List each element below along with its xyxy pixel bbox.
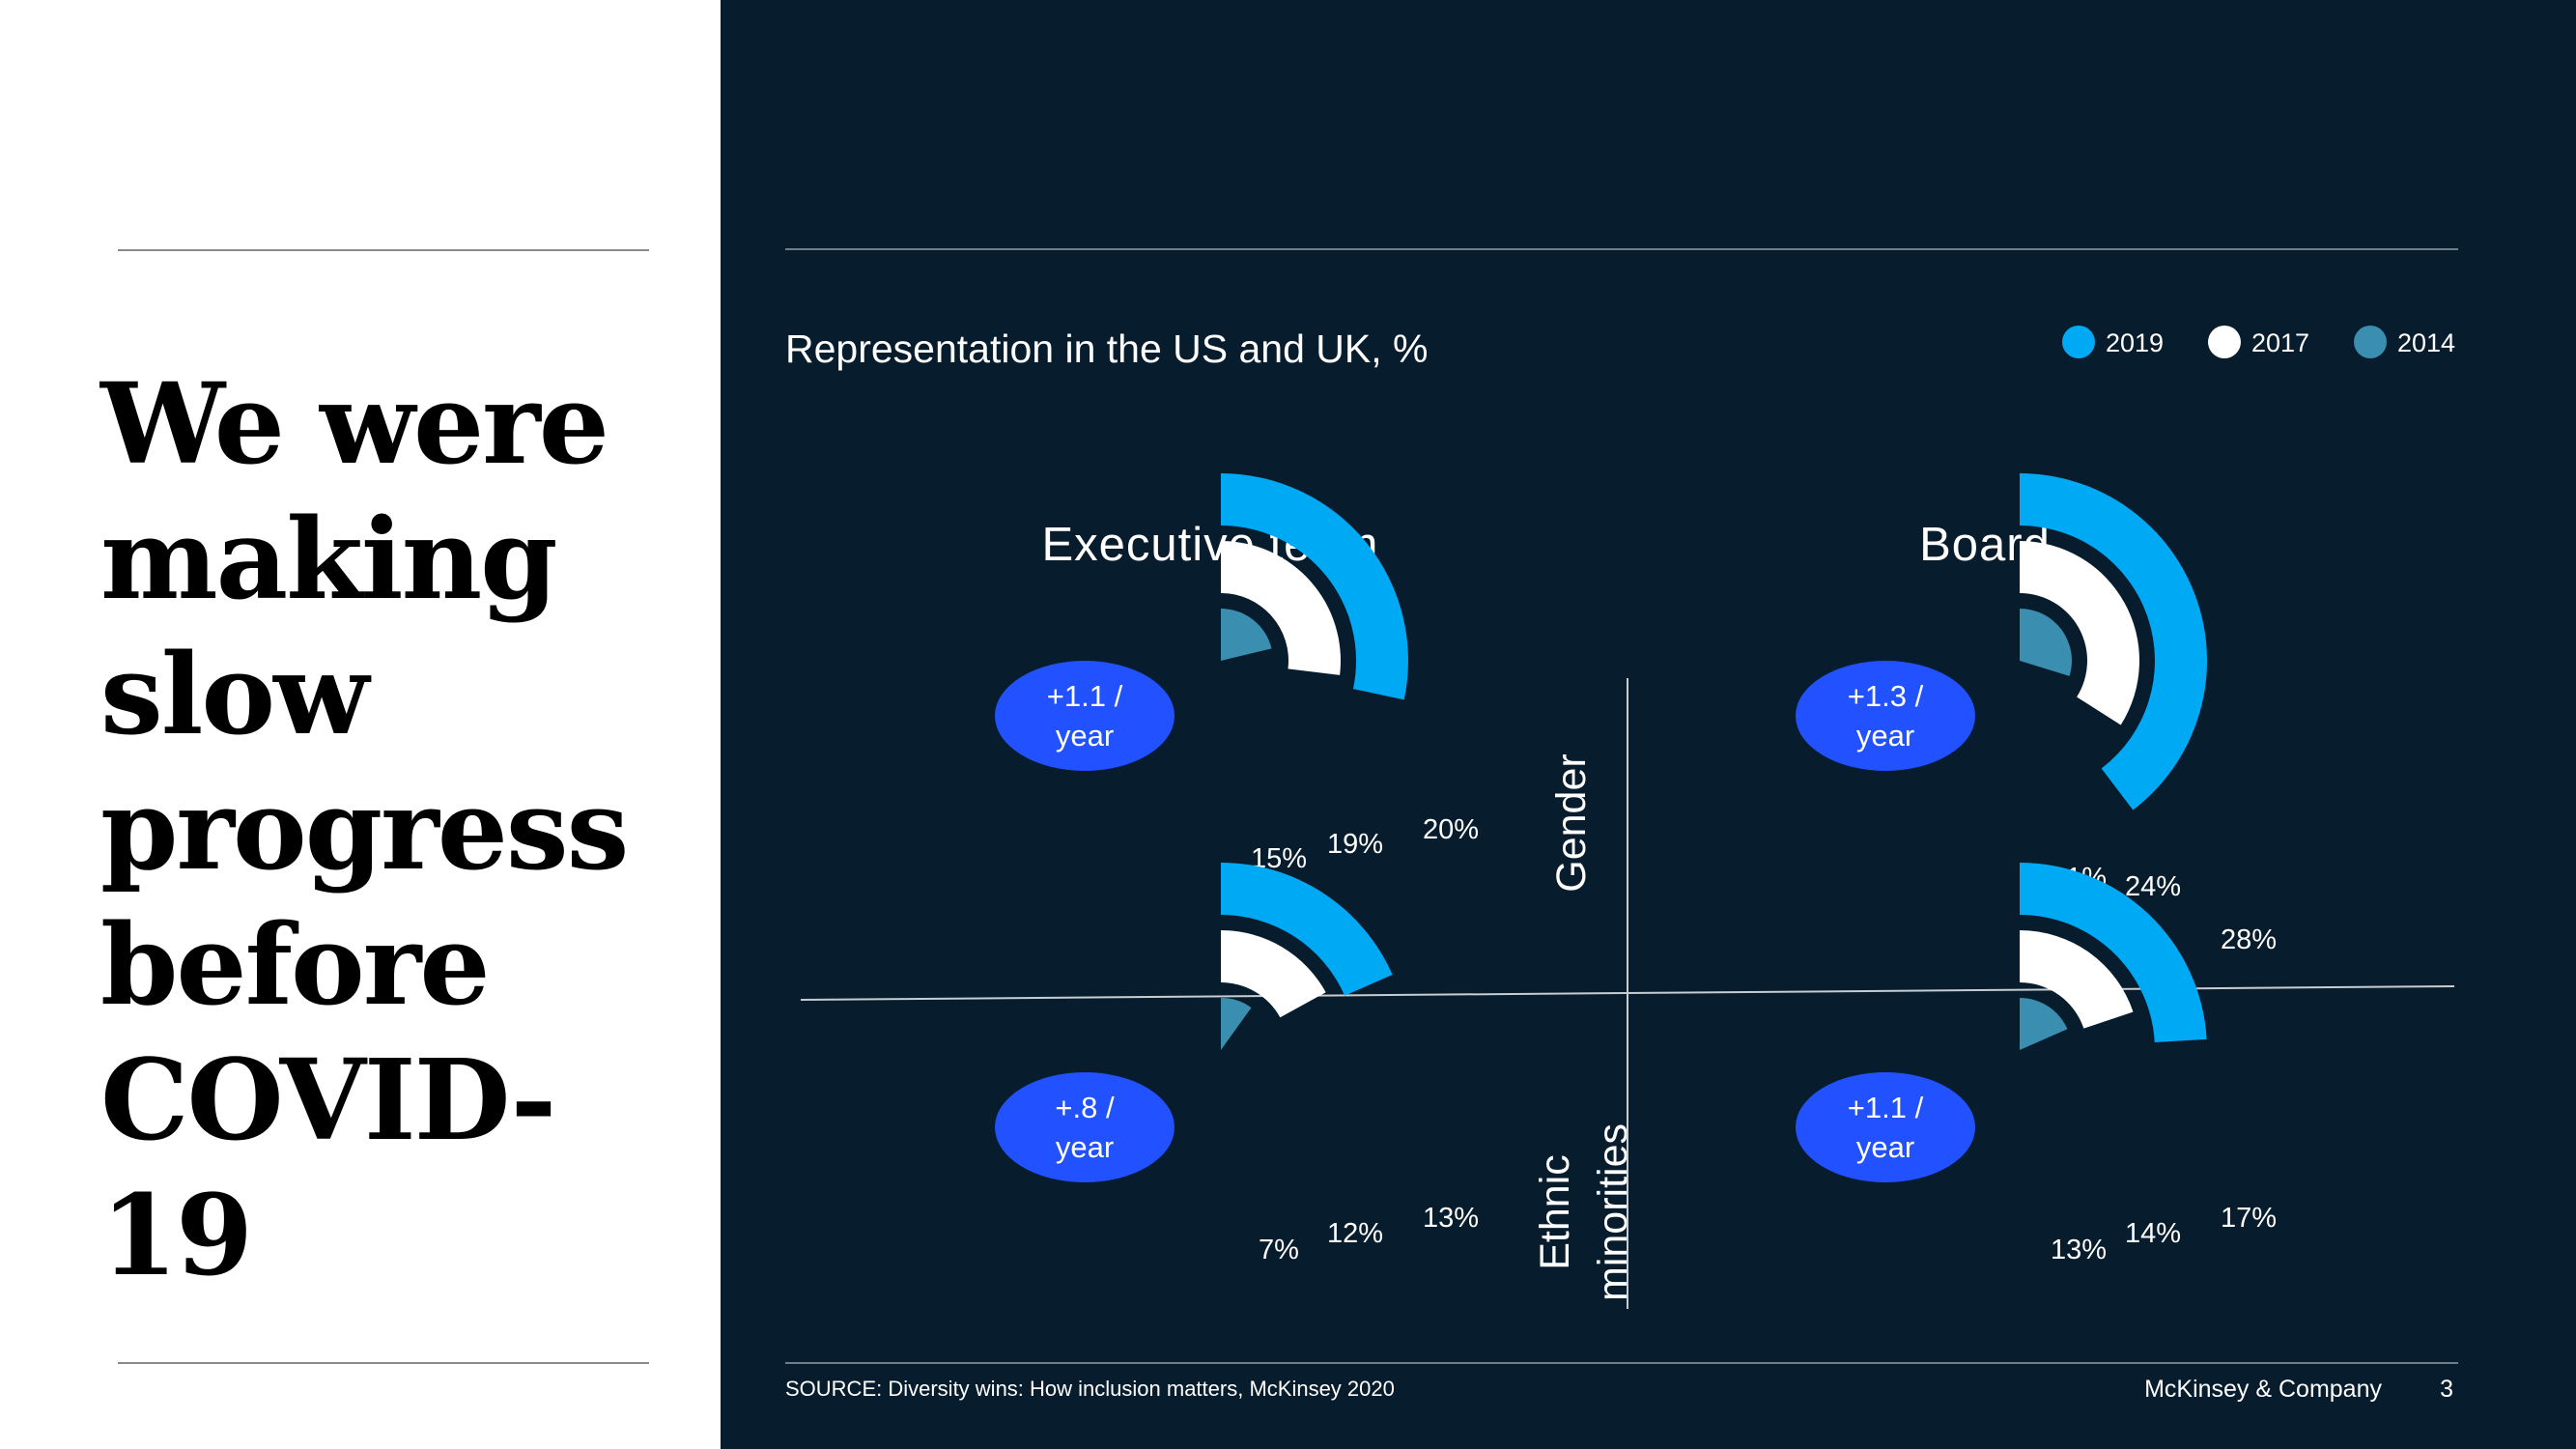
bar-2019-ethnic-minorities-board — [2020, 862, 2207, 1042]
rate-badge-shape — [995, 661, 1175, 771]
bar-2014-ethnic-minorities-executive-team — [1221, 998, 1252, 1050]
panel-gender-executive-team: 15% 19% 20%+1.1 /year — [995, 473, 1479, 874]
legend-swatch-2014 — [2354, 326, 2387, 358]
bar-2017-ethnic-minorities-board — [2020, 930, 2134, 1029]
bar-2019-gender-executive-team — [1221, 473, 1408, 700]
rate-badge-text: year — [1056, 1130, 1114, 1164]
panel-ethnic-minorities-board: 13% 14% 17% +1.1 / year — [1796, 862, 2277, 1265]
legend: 2019 2017 2014 — [2062, 326, 2455, 358]
value-label-2014-ethnic-minorities-executive-team: 7% — [1259, 1235, 1299, 1265]
bar-2014-gender-board — [2020, 609, 2072, 676]
chart-panels: 15%19%20%+1.1 /year21%24%28%+1.3 /year7%… — [995, 473, 2277, 1265]
row-label-gender: Gender — [1548, 753, 1595, 892]
value-label-2019-gender-board: 28% — [2221, 924, 2277, 955]
rate-badge-shape — [1796, 1072, 1975, 1182]
rate-badge-text: +1.3 / — [1848, 679, 1924, 713]
headline: We were making slow progress before COVI… — [100, 359, 629, 1301]
rate-badge-ethnic-minorities-board: +1.1 / year — [1796, 1072, 1975, 1182]
legend-label-2014: 2014 — [2397, 328, 2455, 357]
source-note: SOURCE: Diversity wins: How inclusion ma… — [785, 1377, 1395, 1401]
value-label-2017-ethnic-minorities-board: 14% — [2125, 1218, 2181, 1249]
value-label-2019-ethnic-minorities-executive-team: 13% — [1423, 1203, 1479, 1234]
representation-chart: Representation in the US and UK, % 2019 … — [785, 248, 2458, 1403]
legend-label-2019: 2019 — [2106, 328, 2164, 357]
value-label-2019-ethnic-minorities-board: 17% — [2221, 1203, 2277, 1234]
top-divider — [118, 249, 649, 251]
value-label-2017-gender-board: 24% — [2125, 871, 2181, 902]
row-label-line: minorities — [1590, 1123, 1636, 1301]
bar-2017-gender-executive-team — [1221, 541, 1341, 675]
value-label-2017-gender-executive-team: 19% — [1327, 829, 1383, 860]
title-panel: We were making slow progress before COVI… — [0, 0, 721, 1449]
bar-2019-ethnic-minorities-executive-team — [1221, 863, 1393, 996]
rate-badge-text: +.8 / — [1055, 1091, 1115, 1124]
rate-badge-text: +1.1 / — [1047, 679, 1123, 713]
chart-panel: Representation in the US and UK, % 2019 … — [721, 0, 2576, 1449]
value-label-2019-gender-executive-team: 20% — [1423, 814, 1479, 845]
rate-badge-gender-executive-team: +1.1 / year — [995, 661, 1175, 771]
chart-title: Representation in the US and UK, % — [785, 327, 1429, 371]
panel-ethnic-minorities-executive-team: 7% 12% 13% +.8 / year — [995, 863, 1479, 1265]
row-label-ethnic-minorities: Ethnic minorities — [1532, 1123, 1636, 1301]
rate-badge-ethnic-minorities-executive-team: +.8 / year — [995, 1072, 1175, 1182]
legend-swatch-2017 — [2208, 326, 2241, 358]
bottom-divider — [118, 1362, 649, 1364]
panel-gender-board: 21%24%28%+1.3 /year — [1796, 473, 2277, 955]
bar-2014-ethnic-minorities-board — [2020, 998, 2068, 1050]
rate-badge-text: year — [1856, 1130, 1914, 1164]
legend-swatch-2019 — [2062, 326, 2095, 358]
bar-2019-gender-board — [2020, 473, 2207, 810]
bar-2014-gender-executive-team — [1221, 609, 1272, 661]
value-label-2017-ethnic-minorities-executive-team: 12% — [1327, 1218, 1383, 1249]
row-label-line: Ethnic — [1532, 1154, 1578, 1270]
page-number: 3 — [2440, 1376, 2453, 1403]
rate-badge-gender-board: +1.3 / year — [1796, 661, 1975, 771]
rate-badge-shape — [995, 1072, 1175, 1182]
brand-name: McKinsey & Company — [2144, 1376, 2382, 1403]
bar-2017-gender-board — [2020, 541, 2139, 725]
rate-badge-text: year — [1056, 719, 1114, 753]
rate-badge-shape — [1796, 661, 1975, 771]
rate-badge-text: year — [1856, 719, 1914, 753]
legend-label-2017: 2017 — [2251, 328, 2309, 357]
bar-2017-ethnic-minorities-executive-team — [1221, 930, 1326, 1018]
rate-badge-text: +1.1 / — [1848, 1091, 1924, 1124]
value-label-2014-ethnic-minorities-board: 13% — [2051, 1235, 2107, 1265]
